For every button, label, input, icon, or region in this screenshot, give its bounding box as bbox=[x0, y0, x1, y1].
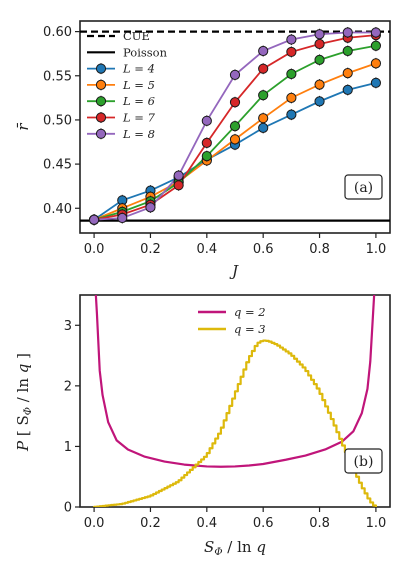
panel-a-point bbox=[314, 29, 325, 40]
panel-a-point bbox=[342, 68, 353, 79]
panel-a-point bbox=[314, 96, 325, 107]
panel-b-xtick-label: 0.4 bbox=[196, 516, 217, 531]
panel-a-point bbox=[258, 63, 269, 74]
legend-swatch-marker bbox=[95, 112, 107, 123]
panel-a-ytick-label: 0.55 bbox=[43, 69, 72, 84]
panel-a-point bbox=[286, 46, 297, 58]
legend-swatch-marker bbox=[95, 128, 107, 139]
panel-a: 0.0 0.2 0.4 0.6 0.8 1.0 0.40 0.45 0.50 0.55 0.60 C… bbox=[14, 20, 391, 280]
panel-b-frame bbox=[79, 294, 391, 508]
panel-a-legend: CUE Poisson L = 4 L = 5 L = 6 L = 7 L = 8 bbox=[87, 29, 168, 141]
panel-a-xtick-label: 0.2 bbox=[140, 242, 161, 257]
panel-a-point bbox=[173, 170, 184, 181]
panel-a-label-box bbox=[344, 174, 383, 200]
panel-a-point bbox=[342, 84, 353, 96]
panel-a-point bbox=[201, 151, 212, 162]
panel-a-point bbox=[145, 202, 156, 213]
panel-a-point bbox=[370, 77, 382, 88]
legend-label-series: L = 8 bbox=[122, 127, 155, 141]
legend-label-poisson: Poisson bbox=[123, 45, 168, 59]
panel-a-point bbox=[314, 38, 325, 50]
panel-a-point bbox=[201, 115, 212, 126]
panel-b-ticks: 0.0 0.2 0.4 0.6 0.8 1.0 0 1 2 3 bbox=[64, 319, 387, 531]
panel-a-point bbox=[258, 45, 269, 57]
panel-a-point bbox=[342, 27, 353, 38]
panel-a-ticks: 0.0 0.2 0.4 0.6 0.8 1.0 0.40 0.45 0.50 0.55 0.60 bbox=[43, 25, 386, 257]
panel-b-legend: q = 2 q = 3 bbox=[198, 305, 266, 336]
panel-a-point bbox=[286, 68, 297, 80]
panel-a-point bbox=[370, 40, 382, 51]
legend-label-series: L = 4 bbox=[122, 62, 155, 76]
panel-b-ylabel: P [ SΦ / ln q ] bbox=[14, 353, 34, 452]
legend-label-series: L = 6 bbox=[122, 94, 155, 108]
legend-label-q: q = 3 bbox=[234, 322, 266, 336]
panel-b-series-q-3 bbox=[92, 339, 378, 507]
panel-b-xtick-label: 0.6 bbox=[253, 516, 274, 531]
panel-a-point bbox=[286, 34, 297, 45]
panel-a-xtick-label: 0.0 bbox=[84, 242, 105, 257]
legend-swatch-marker bbox=[95, 79, 107, 91]
panel-a-point bbox=[314, 79, 325, 90]
panel-a-frame bbox=[79, 20, 391, 234]
panel-a-point bbox=[258, 122, 269, 133]
panel-b-ytick-label: 0 bbox=[64, 501, 72, 516]
panel-a-point bbox=[258, 90, 269, 101]
panel-a-point bbox=[229, 97, 241, 108]
panel-a-point bbox=[342, 45, 353, 57]
panel-a-point bbox=[286, 92, 297, 103]
panel-a-point bbox=[229, 69, 241, 80]
panel-a-series bbox=[88, 26, 382, 226]
panel-a-xtick-label: 1.0 bbox=[366, 242, 387, 257]
panel-a-label: (a) bbox=[354, 180, 373, 196]
panel-a-point bbox=[229, 134, 241, 145]
panel-b-xtick-label: 0.0 bbox=[84, 516, 105, 531]
panel-a-ytick-label: 0.50 bbox=[43, 113, 72, 128]
legend-label-series: L = 5 bbox=[122, 78, 155, 92]
panel-b-xlabel: SΦ / ln q bbox=[204, 538, 266, 558]
panel-a-point bbox=[117, 212, 128, 224]
panel-a-point bbox=[173, 180, 184, 191]
panel-b-series-q-2 bbox=[94, 295, 376, 468]
panel-b-xtick-label: 0.2 bbox=[140, 516, 161, 531]
panel-b-ytick-label: 1 bbox=[64, 440, 72, 455]
panel-a-point bbox=[229, 121, 241, 132]
panel-a-xtick-label: 0.8 bbox=[309, 242, 330, 257]
panel-a-xlabel: J bbox=[229, 262, 239, 280]
panel-b-xtick-label: 0.8 bbox=[309, 516, 330, 531]
panel-b-xtick-label: 1.0 bbox=[366, 516, 387, 531]
panel-a-point bbox=[286, 109, 297, 120]
legend-label-cue: CUE bbox=[123, 29, 150, 43]
legend-swatch-marker bbox=[95, 96, 107, 107]
panel-a-point bbox=[88, 214, 100, 225]
panel-b-label-box bbox=[344, 448, 383, 474]
panel-a-point bbox=[258, 113, 269, 124]
panel-a-point bbox=[370, 58, 382, 69]
legend-label-q: q = 2 bbox=[234, 305, 266, 319]
panel-a-xtick-label: 0.6 bbox=[253, 242, 274, 257]
panel-a-xtick-label: 0.4 bbox=[196, 242, 217, 257]
panel-a-ylabel: r̄ bbox=[14, 123, 32, 131]
panel-a-point bbox=[201, 137, 212, 148]
panel-a-reference-lines bbox=[80, 30, 390, 222]
panel-a-ytick-label: 0.40 bbox=[43, 202, 72, 217]
panel-b-ytick-label: 3 bbox=[64, 319, 72, 334]
panel-b-label: (b) bbox=[354, 454, 374, 470]
legend-swatch-marker bbox=[95, 63, 107, 74]
panel-a-ytick-label: 0.45 bbox=[43, 158, 72, 173]
panel-a-ytick-label: 0.60 bbox=[43, 25, 72, 40]
panel-b-series bbox=[92, 295, 378, 507]
panel-b-ytick-label: 2 bbox=[64, 379, 72, 394]
panel-a-point bbox=[314, 54, 325, 65]
panel-a-point bbox=[370, 27, 382, 38]
legend-label-series: L = 7 bbox=[122, 111, 156, 125]
panel-b: 0.0 0.2 0.4 0.6 0.8 1.0 0 1 2 3 q = 2 q = 3 SΦ / l… bbox=[14, 294, 391, 558]
